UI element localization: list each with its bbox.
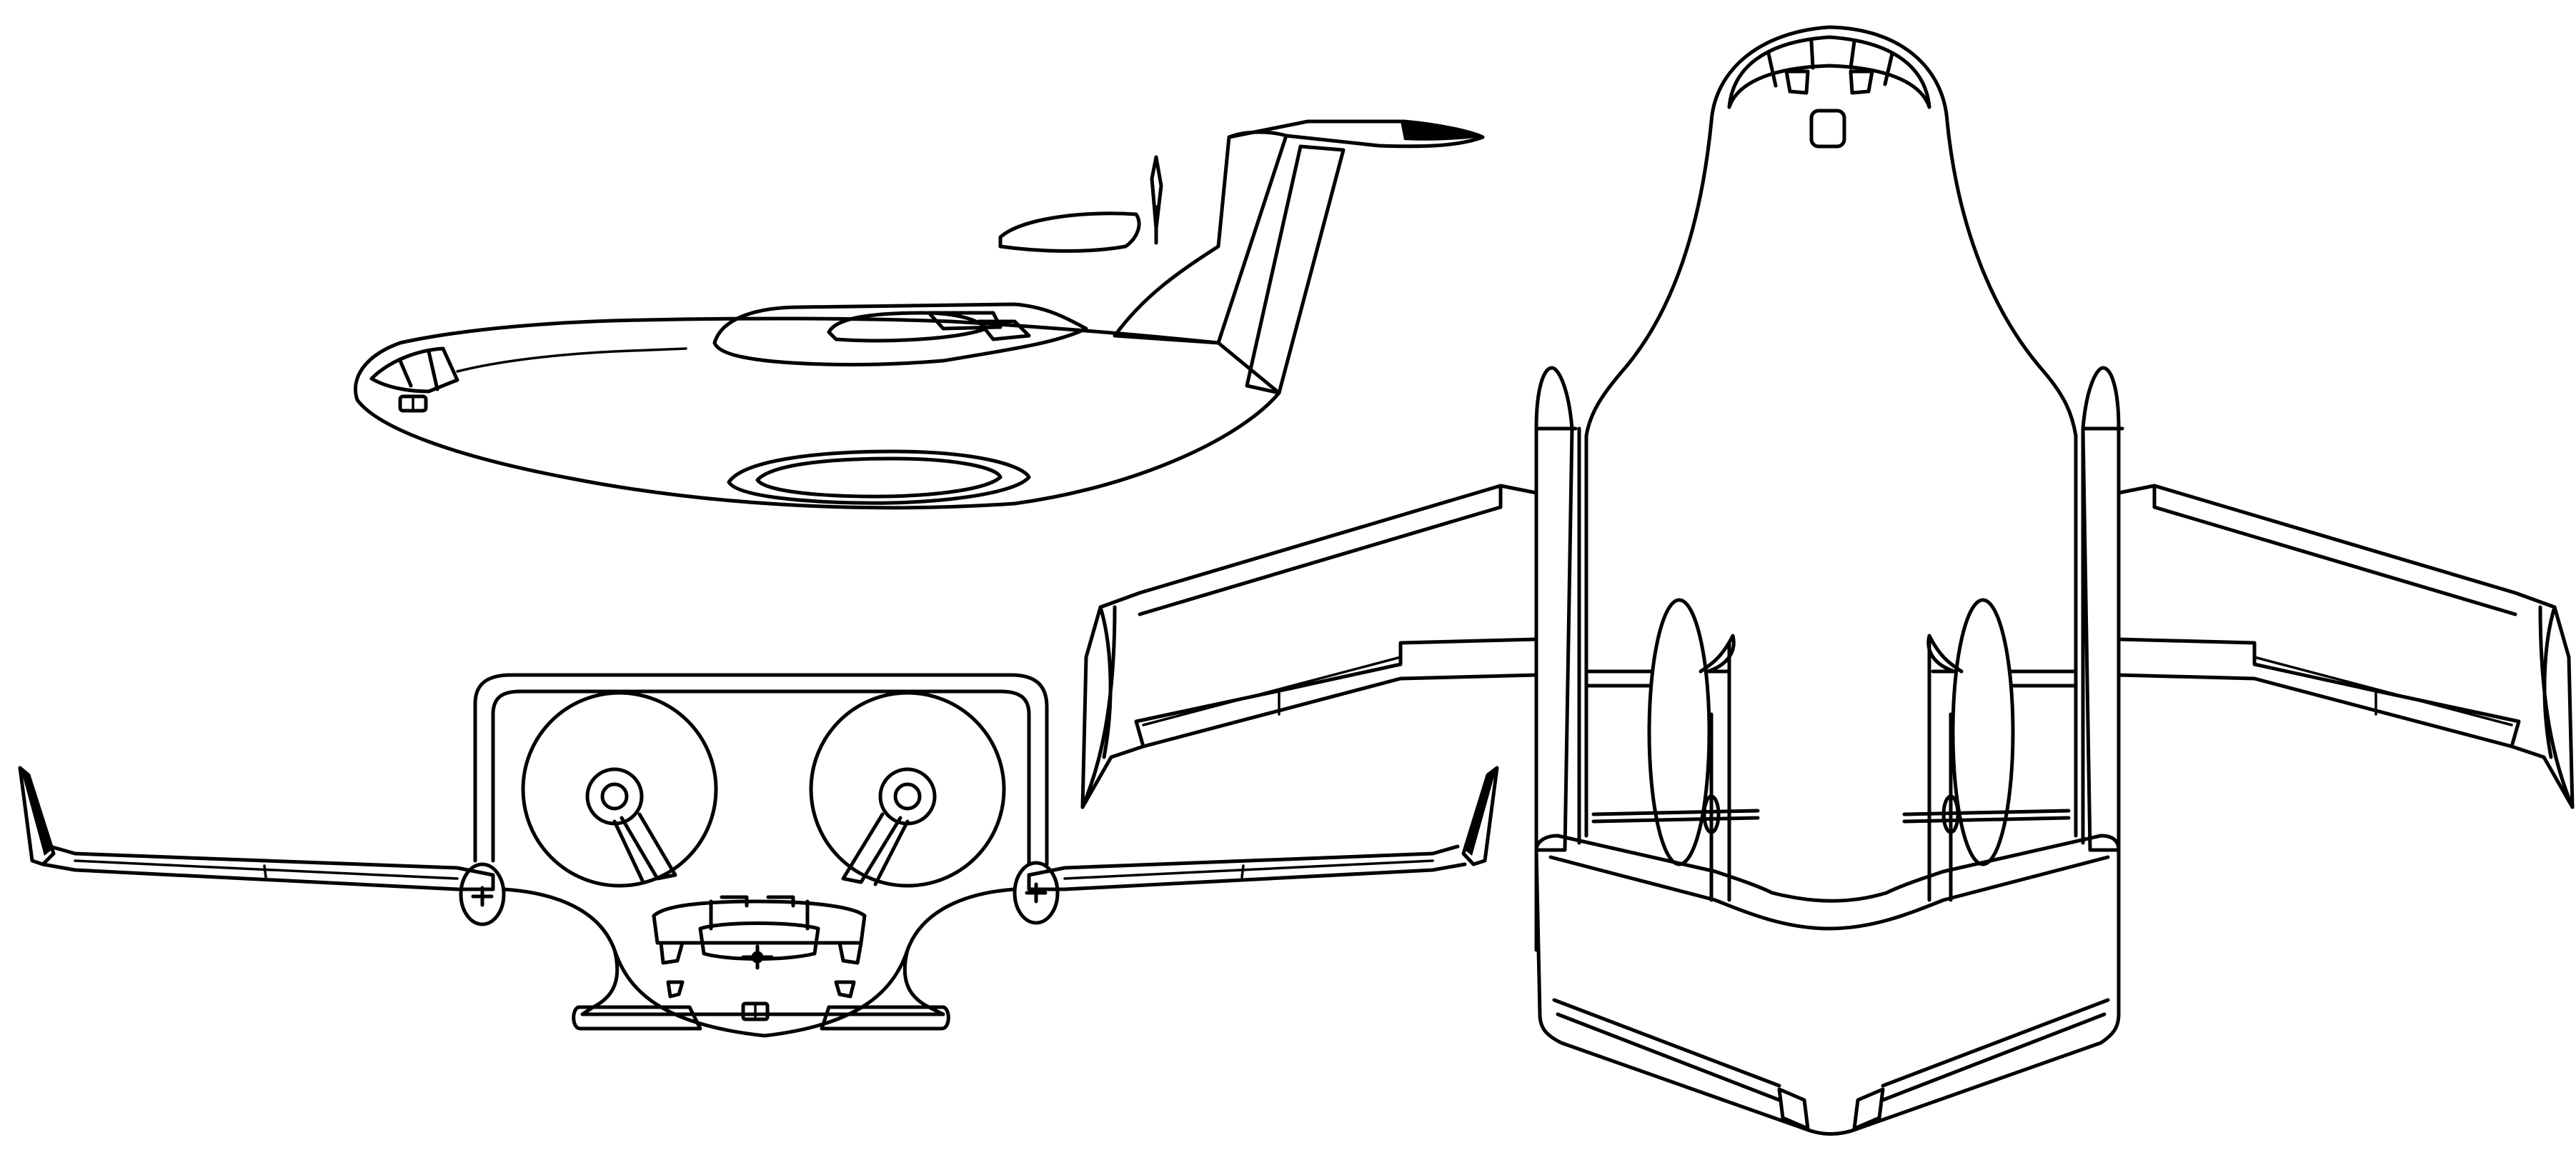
left-fan-strut: [620, 812, 677, 881]
lower-fan-outer: [727, 449, 1031, 505]
left-lift-fan: [521, 691, 718, 888]
plan-elevon-right: [1852, 1087, 1885, 1131]
front-fuselage: [502, 887, 1017, 1016]
cockpit-window-frame: [369, 346, 459, 394]
front-fan-frame-outer: [473, 673, 1049, 866]
plan-aft-body-inner: [1548, 855, 2110, 931]
plan-right-engine-nacelle: [1951, 598, 2015, 866]
front-side-window-right-2: [834, 980, 856, 999]
fuselage-lower-curve: [612, 948, 910, 1038]
left-fan-hub-inner: [600, 782, 629, 811]
plan-left-wing: [1080, 484, 1538, 809]
plan-left-engine-nacelle: [1647, 598, 1711, 866]
plan-forward-fuselage: [1709, 25, 2078, 438]
front-side-window-right: [837, 941, 863, 965]
plan-nose-hatch: [1809, 109, 1846, 149]
plan-aft-body-outer: [1534, 834, 2121, 1136]
plan-right-propeller: [1902, 809, 2071, 824]
side-perspective-view: [354, 119, 1485, 510]
plan-window-right: [1849, 69, 1874, 95]
plan-view: [1080, 25, 2575, 1136]
fuselage-chine-line: [456, 347, 687, 373]
fuselage-outline: [354, 316, 1281, 510]
plan-right-wing: [2117, 484, 2575, 809]
plan-left-wingtip: [1080, 605, 1117, 809]
lower-fan-inner: [755, 456, 1003, 499]
rudder: [1245, 144, 1346, 395]
front-windshield: [698, 921, 820, 961]
tail-tip-shade: [1401, 121, 1483, 141]
plan-window-left: [1784, 69, 1810, 95]
plan-left-boom: [1534, 366, 1574, 852]
plan-elevon-left: [1777, 1087, 1810, 1131]
front-fan-frame-inner: [491, 689, 1031, 866]
plan-right-boom: [2081, 366, 2121, 852]
left-wing-nacelle: [459, 862, 506, 926]
right-fan-hub-inner: [893, 782, 922, 811]
front-view: [18, 673, 1499, 1038]
left-landing-skid: [572, 1005, 702, 1031]
front-left-wing: [41, 844, 495, 891]
front-canopy: [652, 899, 867, 945]
left-fan-hub-outer: [585, 767, 644, 826]
right-landing-skid: [820, 1005, 950, 1031]
wing-root-panel: [977, 319, 1031, 341]
right-fan-strut: [841, 812, 902, 884]
front-side-window-left-2: [666, 980, 685, 999]
front-side-window-left: [659, 941, 685, 965]
right-lift-fan: [809, 691, 1006, 888]
front-right-wing: [1027, 844, 1467, 891]
dorsal-fan-opening: [827, 311, 988, 343]
right-wing-nacelle: [1013, 861, 1060, 925]
front-canopy-top-bar: [720, 895, 795, 908]
vertical-tail: [1113, 130, 1288, 345]
right-fan-hub-outer: [878, 767, 937, 826]
tail-engine-pod: [998, 211, 1141, 253]
plan-left-propeller: [1591, 809, 1760, 824]
plan-right-wingtip: [2538, 605, 2575, 809]
dorsal-intake: [712, 302, 1088, 366]
